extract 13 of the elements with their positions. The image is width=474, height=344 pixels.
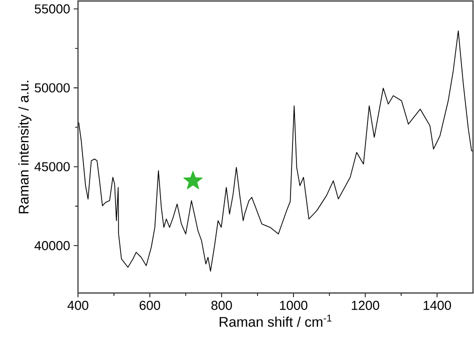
y-tick-label: 55000 xyxy=(34,4,70,14)
x-tick-label: 1000 xyxy=(280,300,308,310)
x-tick-label: 1400 xyxy=(424,300,451,310)
x-tick-label: 600 xyxy=(140,300,160,310)
y-tick-label: 45000 xyxy=(34,162,70,172)
y-tick-label: 40000 xyxy=(34,241,70,250)
line-series xyxy=(78,30,474,272)
y-tick-label: 50000 xyxy=(34,83,70,92)
x-tick-label: 1200 xyxy=(352,300,380,310)
x-tick-label: 400 xyxy=(67,300,88,310)
x-axis-title: Raman shift / cm$^{-1}$ xyxy=(220,314,332,327)
x-tick-label: 800 xyxy=(211,300,232,310)
y-axis-title: Raman intensity / a.u. xyxy=(18,80,32,214)
